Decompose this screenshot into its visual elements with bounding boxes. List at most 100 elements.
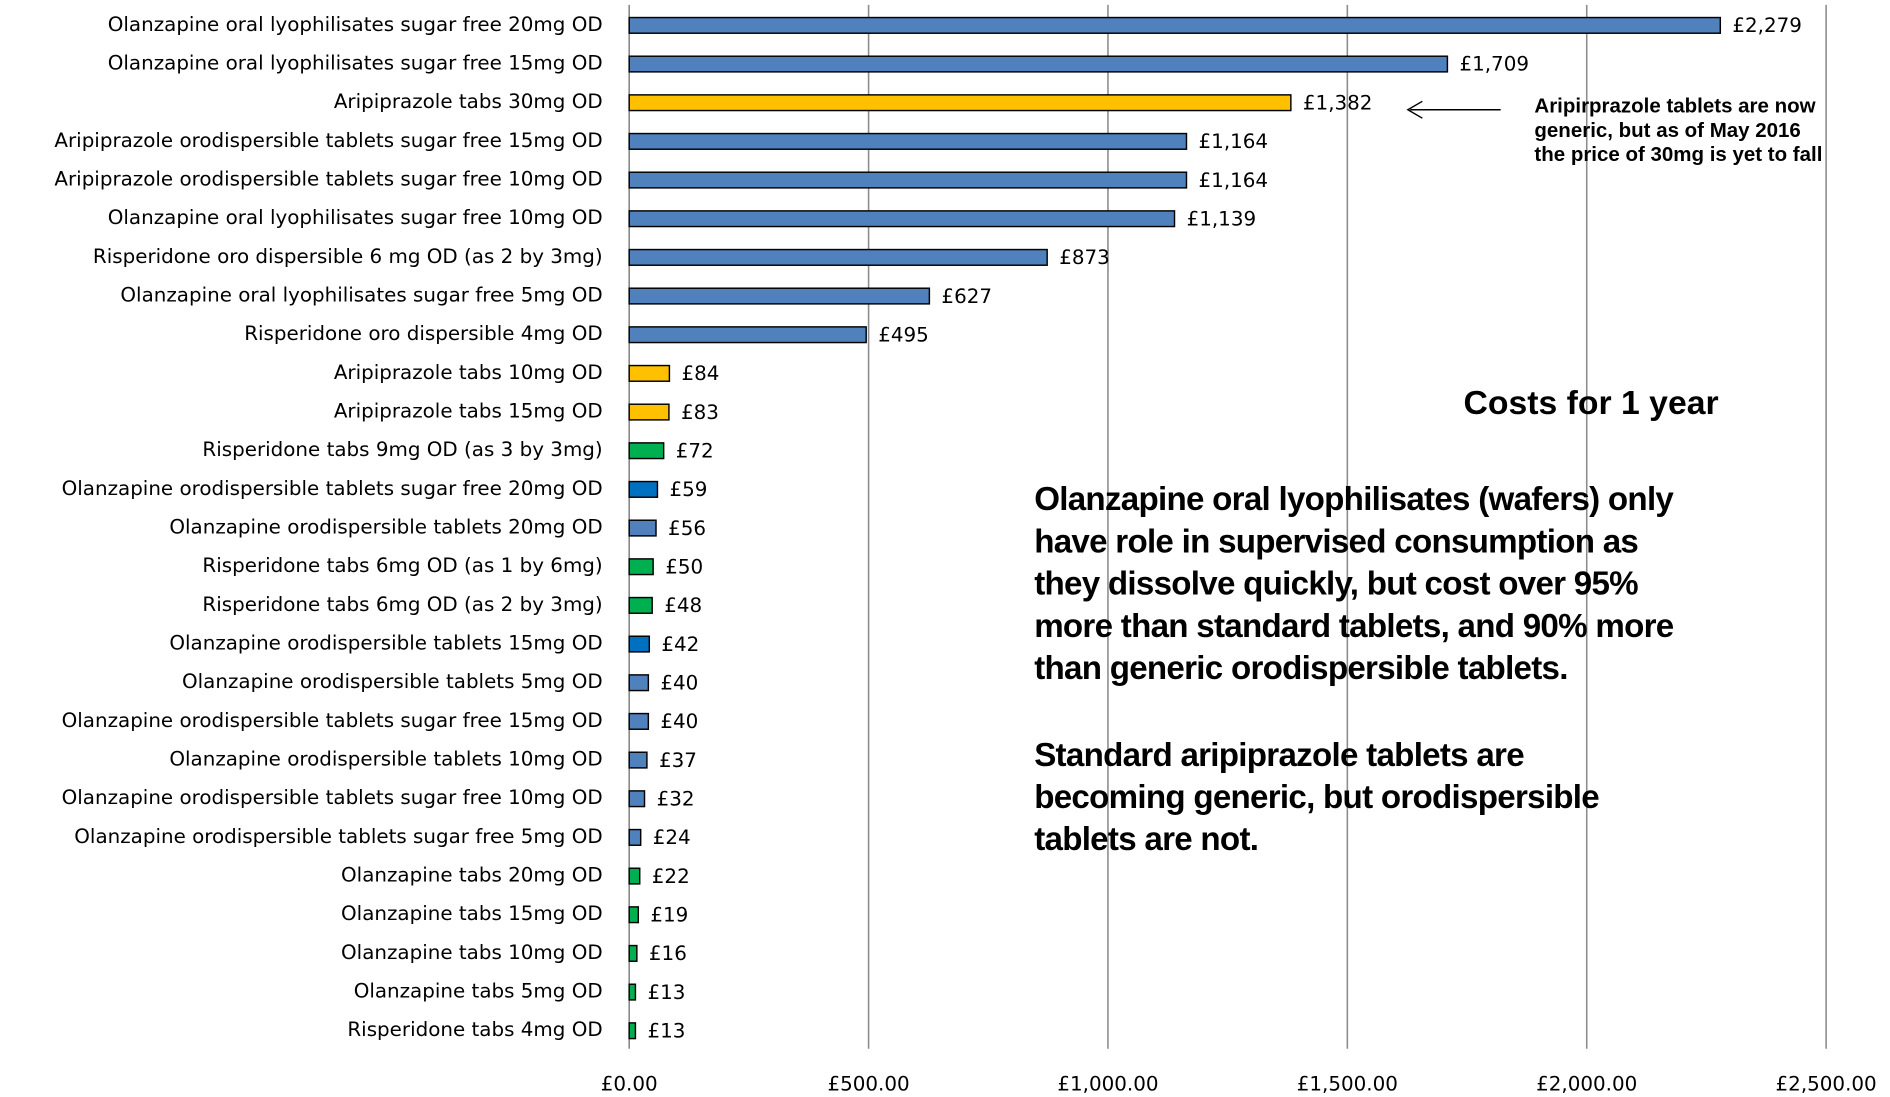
category-label: Aripiprazole orodispersible tablets suga… [54,129,602,152]
value-label: £1,164 [1199,169,1269,192]
x-tick-label: £1,000.00 [1057,1072,1158,1095]
category-label: Olanzapine oral lyophilisates sugar free… [108,13,603,36]
value-label: £50 [665,555,703,578]
value-label: £24 [653,826,691,849]
value-label: £1,709 [1459,53,1529,76]
bar [628,326,867,344]
bar [628,790,646,808]
value-label: £22 [652,865,690,888]
bar [628,635,651,653]
bar [628,867,641,885]
category-label: Risperidone tabs 6mg OD (as 2 by 3mg) [202,593,602,616]
x-tick-label: £500.00 [827,1072,909,1095]
category-label: Olanzapine orodispersible tablets 15mg O… [169,632,602,655]
value-label: £32 [657,787,695,810]
category-label: Risperidone oro dispersible 4mg OD [244,322,602,345]
value-label: £16 [649,942,687,965]
category-label: Olanzapine tabs 10mg OD [341,941,603,964]
arrow-note: generic, but as of May 2016 [1534,119,1800,142]
bar [628,558,654,576]
bar [628,16,1722,34]
category-label: Aripiprazole tabs 15mg OD [334,400,603,423]
category-label: Aripiprazole tabs 10mg OD [334,361,603,384]
bar [628,1022,637,1040]
heading: Costs for 1 year [1464,384,1719,422]
arrow-note: Aripirprazole tablets are now [1534,95,1815,118]
category-label: Olanzapine orodispersible tablets 5mg OD [182,670,603,693]
value-label: £72 [676,439,714,462]
value-label: £19 [650,903,688,926]
category-label: Risperidone tabs 9mg OD (as 3 by 3mg) [202,438,602,461]
value-label: £13 [647,1019,685,1042]
value-label: £873 [1059,246,1110,269]
note-text: Standard aripiprazole tablets are [1034,737,1524,774]
category-label: Risperidone tabs 6mg OD (as 1 by 6mg) [202,554,602,577]
category-label: Olanzapine orodispersible tablets sugar … [62,786,603,809]
category-label: Olanzapine oral lyophilisates sugar free… [120,284,602,307]
category-label: Olanzapine orodispersible tablets 10mg O… [169,748,602,771]
category-label: Olanzapine tabs 5mg OD [354,980,603,1003]
bar [628,442,665,460]
note-text: have role in supervised consumption as [1034,523,1638,560]
note-text: they dissolve quickly, but cost over 95% [1034,566,1638,603]
bar [628,751,648,769]
bar [628,287,931,305]
bar [628,248,1048,266]
value-label: £1,164 [1199,130,1269,153]
bar [628,712,650,730]
category-label: Risperidone oro dispersible 6 mg OD (as … [93,245,603,268]
bar [628,480,659,498]
category-label: Olanzapine oral lyophilisates sugar free… [108,52,603,75]
value-label: £83 [681,401,719,424]
category-label: Olanzapine orodispersible tablets 20mg O… [169,516,602,539]
value-label: £2,279 [1732,14,1802,37]
bar [628,364,671,382]
x-tick-label: £0.00 [601,1072,658,1095]
bar [628,210,1176,228]
value-label: £37 [659,749,697,772]
category-label: Olanzapine orodispersible tablets sugar … [74,825,602,848]
bar [628,403,670,421]
value-label: £495 [878,323,929,346]
value-label: £42 [661,633,699,656]
category-label: Olanzapine oral lyophilisates sugar free… [108,206,603,229]
value-label: £1,139 [1187,207,1257,230]
category-label: Olanzapine orodispersible tablets sugar … [62,709,603,732]
note-text: than generic orodispersible tablets. [1034,650,1568,687]
value-label: £84 [681,362,719,385]
note-text: becoming generic, but orodispersible [1034,779,1599,816]
category-label: Aripiprazole tabs 30mg OD [334,90,603,113]
bar [628,132,1188,150]
x-tick-label: £1,500.00 [1297,1072,1398,1095]
value-label: £48 [664,594,702,617]
value-label: £627 [941,285,992,308]
bar [628,171,1188,189]
x-tick-label: £2,500.00 [1776,1072,1877,1095]
category-label: Aripiprazole orodispersible tablets suga… [54,168,602,191]
arrow-note: the price of 30mg is yet to fall [1534,143,1822,166]
bar [628,674,650,692]
category-label: Olanzapine tabs 15mg OD [341,902,603,925]
note-text: tablets are not. [1034,821,1258,858]
bar [628,983,637,1001]
category-label: Olanzapine orodispersible tablets sugar … [62,477,603,500]
value-label: £56 [668,517,706,540]
bar [628,596,653,614]
category-label: Risperidone tabs 4mg OD [347,1018,602,1041]
bar [628,55,1449,73]
x-tick-label: £2,000.00 [1536,1072,1637,1095]
value-label: £59 [669,478,707,501]
note-text: more than standard tablets, and 90% more [1034,608,1674,645]
bar [628,828,642,846]
value-label: £40 [660,671,698,694]
note-text: Olanzapine oral lyophilisates (wafers) o… [1034,481,1674,518]
bar [628,94,1292,112]
bar [628,519,657,537]
value-label: £13 [647,981,685,1004]
value-label: £1,382 [1303,91,1373,114]
bar [628,944,638,962]
category-label: Olanzapine tabs 20mg OD [341,864,603,887]
value-label: £40 [660,710,698,733]
arrow-head [1406,100,1423,119]
